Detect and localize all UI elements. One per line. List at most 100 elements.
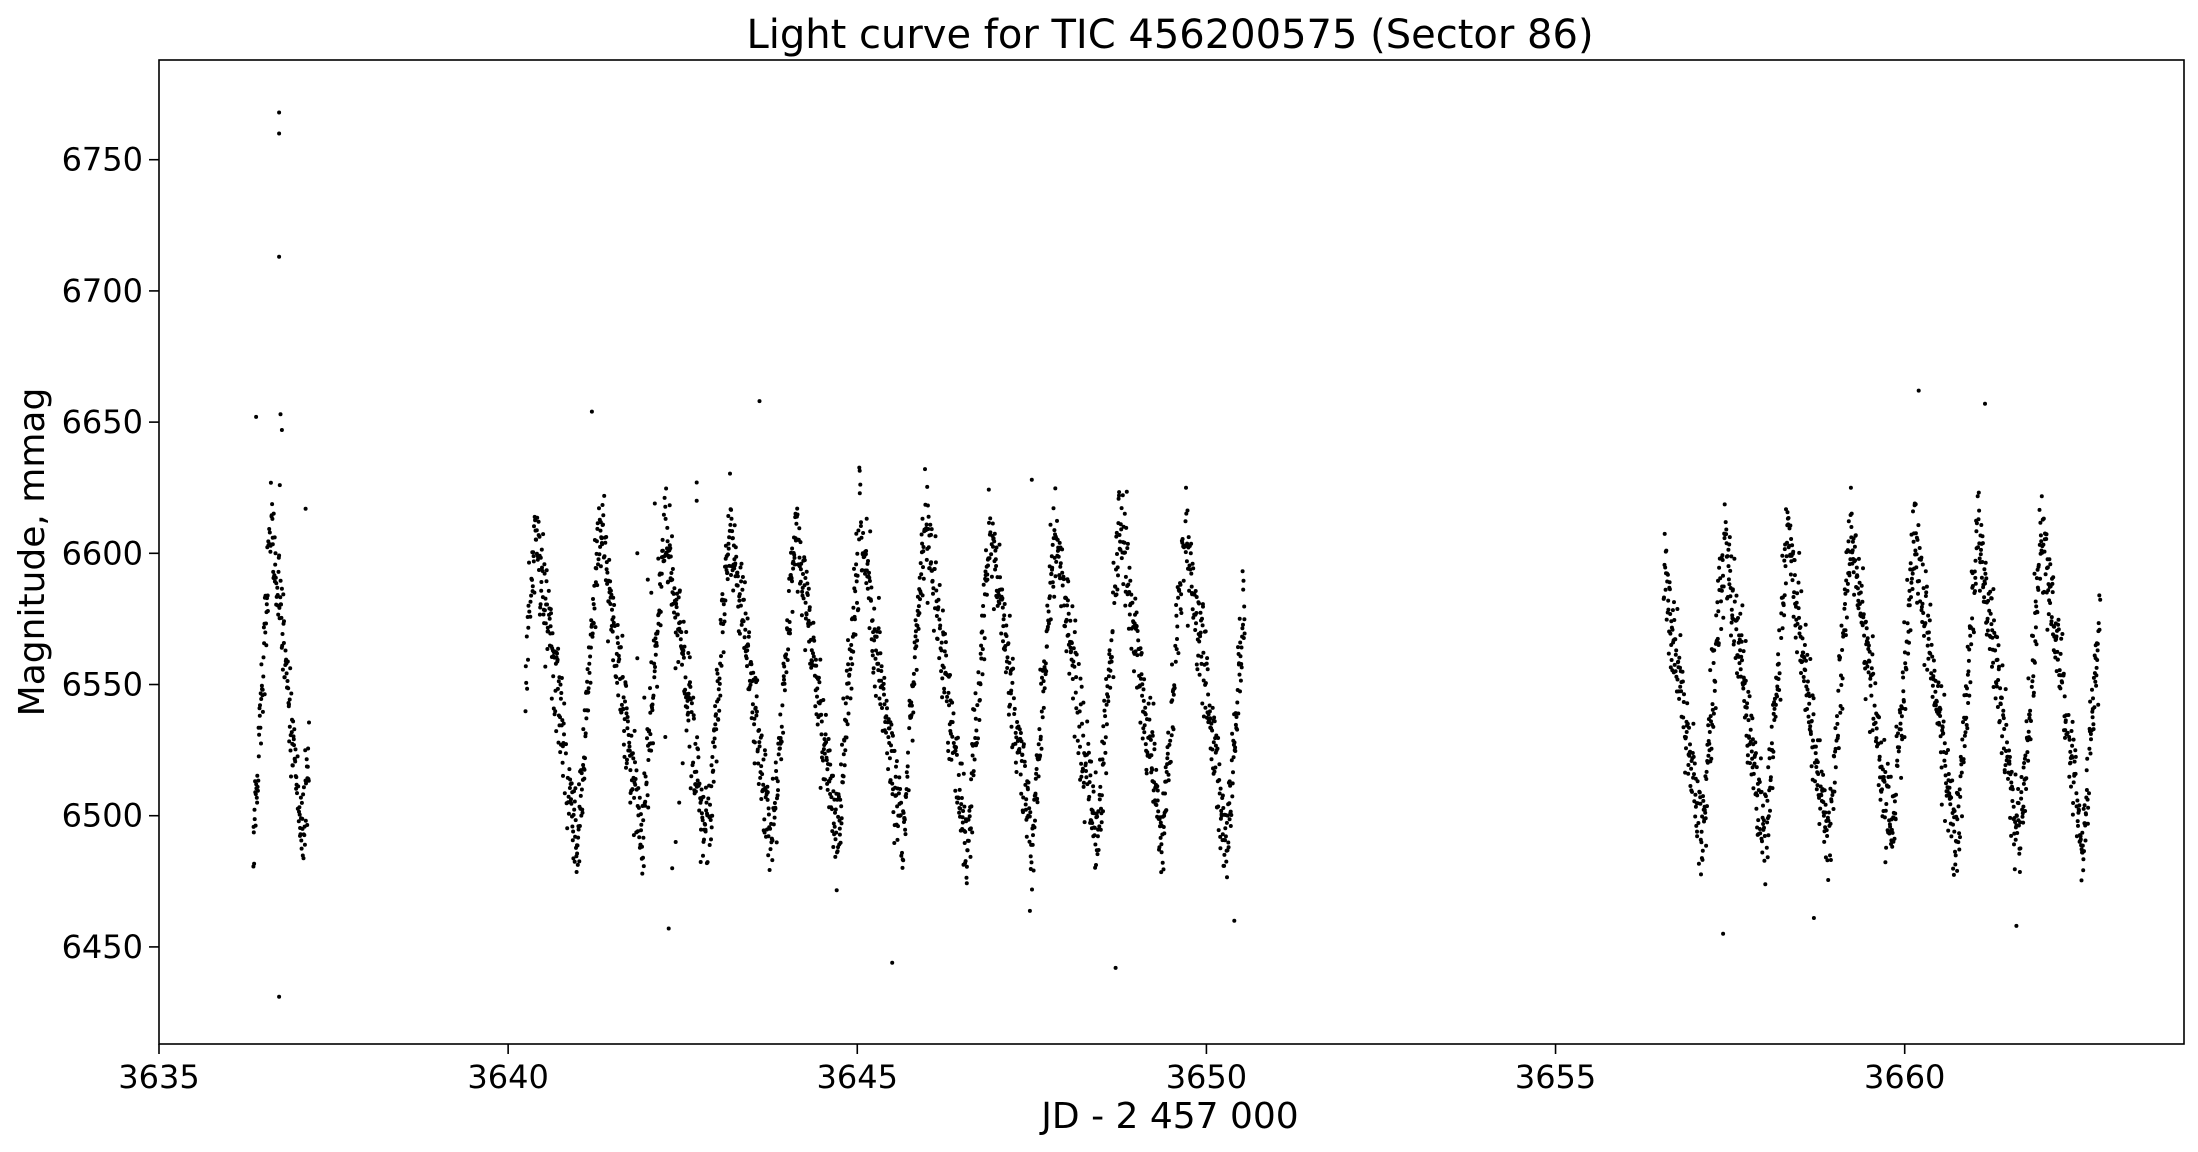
data-point — [1751, 786, 1756, 791]
data-point — [1102, 741, 1106, 746]
data-point — [1792, 558, 1797, 563]
data-point — [2081, 857, 2086, 862]
data-point — [1794, 600, 1799, 605]
data-point — [2012, 842, 2016, 847]
data-point — [1155, 784, 1160, 789]
data-point — [545, 602, 549, 607]
data-point — [937, 583, 942, 587]
data-point — [253, 779, 258, 784]
data-point — [1065, 603, 1070, 608]
data-point — [840, 780, 845, 785]
data-point — [1997, 719, 2002, 723]
data-point — [1108, 668, 1113, 673]
data-point — [1704, 769, 1709, 774]
data-point — [295, 754, 300, 759]
data-point — [1001, 639, 1005, 644]
data-point — [913, 629, 918, 634]
data-point — [537, 568, 541, 572]
data-point — [1203, 629, 1208, 634]
y-tick-label: 6650 — [62, 403, 143, 441]
data-point — [876, 626, 881, 631]
data-point — [1876, 783, 1881, 788]
data-point — [2018, 820, 2023, 825]
data-point — [1226, 845, 1231, 850]
data-point — [259, 741, 263, 746]
data-point — [274, 581, 279, 586]
data-point — [1158, 820, 1163, 825]
data-point — [687, 744, 692, 749]
data-point — [2013, 772, 2018, 777]
data-point — [1127, 612, 1132, 617]
data-point — [643, 799, 648, 804]
data-point — [1941, 719, 1946, 724]
data-point — [1791, 595, 1796, 599]
data-point — [839, 821, 844, 826]
data-point — [816, 675, 821, 680]
data-point — [968, 826, 973, 831]
data-point — [840, 742, 844, 747]
data-point — [2044, 532, 2049, 537]
data-point — [1065, 598, 1070, 603]
data-point — [280, 667, 285, 672]
data-point — [792, 562, 797, 567]
data-point — [1693, 804, 1698, 809]
data-point — [1970, 584, 1975, 588]
data-point — [526, 625, 531, 630]
data-point — [1138, 676, 1143, 681]
data-point — [545, 647, 550, 651]
data-point — [802, 583, 807, 588]
data-point — [1165, 751, 1170, 756]
data-point — [733, 561, 738, 566]
data-point — [1077, 724, 1082, 729]
data-point — [699, 827, 703, 832]
data-point — [739, 561, 744, 566]
data-point — [1097, 824, 1102, 829]
data-point — [640, 871, 645, 876]
data-point — [1811, 712, 1816, 717]
data-point — [752, 722, 757, 727]
data-point — [790, 609, 795, 614]
data-point — [543, 664, 548, 669]
data-point — [1180, 540, 1185, 545]
data-point — [993, 548, 998, 553]
data-point — [1695, 779, 1700, 784]
data-point — [2009, 833, 2014, 838]
data-point — [1117, 493, 1121, 498]
data-point — [811, 620, 816, 625]
data-point — [1760, 850, 1765, 855]
data-point — [960, 815, 965, 820]
data-point — [302, 833, 307, 838]
data-point — [2085, 821, 2090, 826]
data-point — [639, 828, 643, 833]
data-point — [821, 698, 826, 702]
data-point — [1898, 710, 1903, 715]
data-point — [1218, 834, 1223, 839]
data-point — [938, 623, 943, 628]
data-point — [560, 760, 565, 765]
data-point — [1947, 785, 1952, 790]
data-point — [817, 680, 822, 685]
data-point — [1750, 737, 1755, 742]
data-point — [1729, 554, 1734, 559]
data-point — [2077, 803, 2082, 808]
data-point — [1697, 790, 1702, 795]
data-point — [900, 865, 905, 870]
data-point — [1695, 834, 1700, 839]
data-point — [2068, 760, 2073, 765]
data-point — [1045, 624, 1050, 629]
data-point — [770, 858, 775, 863]
data-point — [2021, 820, 2026, 825]
data-point — [925, 503, 930, 508]
data-point — [256, 778, 261, 783]
data-point — [2065, 730, 2070, 735]
data-point — [1840, 648, 1845, 652]
data-point — [1201, 714, 1206, 719]
data-point — [969, 804, 974, 809]
data-point — [1711, 661, 1716, 665]
data-point — [2034, 642, 2039, 647]
data-point — [1885, 761, 1890, 766]
data-point — [651, 693, 656, 698]
data-point — [1961, 720, 1965, 725]
data-point — [633, 777, 638, 781]
data-point — [951, 711, 956, 716]
